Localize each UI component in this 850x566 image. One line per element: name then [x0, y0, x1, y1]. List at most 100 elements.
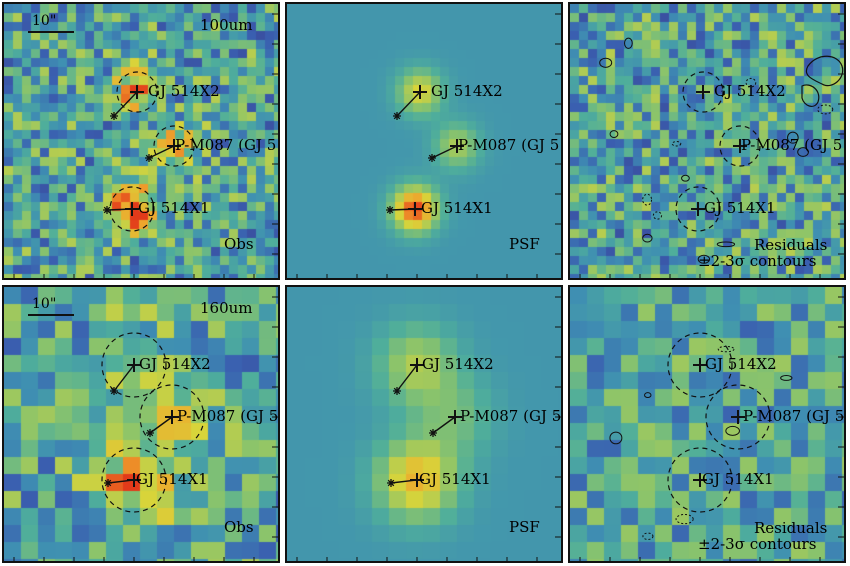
source-cross-marker — [733, 139, 747, 153]
source-name-label: GJ 514X2 — [422, 355, 494, 373]
source-cross-marker — [165, 410, 179, 424]
panel-100um-psf: GJ 514X2 P-M087 (GJ 514) GJ 514X1 PSF — [285, 2, 563, 280]
residual-contour — [681, 174, 690, 182]
image-map — [4, 4, 278, 278]
star-marker — [429, 429, 437, 437]
source-cross-marker — [127, 358, 141, 372]
source-aperture-circle — [667, 332, 733, 398]
source-cross-marker — [125, 202, 139, 216]
star-marker — [386, 206, 394, 214]
residual-contour — [780, 375, 793, 381]
image-map — [570, 4, 844, 278]
source-name-label: P-M087 (GJ 514) — [175, 136, 278, 154]
panel-type-label: PSF — [509, 235, 540, 253]
image-map — [287, 287, 561, 561]
contour-level-label: ±2-3σ contours — [698, 535, 817, 553]
residual-contour — [609, 431, 623, 445]
residual-contour — [642, 532, 654, 541]
star-marker — [428, 154, 436, 162]
source-cross-marker — [413, 85, 427, 99]
panel-overlay — [296, 13, 561, 278]
source-aperture-circle — [109, 186, 155, 232]
wavelength-band-label: 100um — [200, 16, 253, 34]
scale-bar-label: 10" — [32, 296, 57, 312]
star-marker — [393, 112, 401, 120]
source-name-label: GJ 514X1 — [419, 470, 491, 488]
source-name-label: GJ 514X2 — [139, 355, 211, 373]
wavelength-band-label: 160um — [200, 299, 253, 317]
panel-160um-psf: GJ 514X2 P-M087 (GJ 514) GJ 514X1 PSF — [285, 285, 563, 563]
panel-type-label: Residuals — [754, 236, 828, 254]
panel-100um-res: GJ 514X2 P-M087 (GJ 514) GJ 514X1 Residuals… — [568, 2, 846, 280]
scale-bar-label: 10" — [32, 13, 57, 29]
panel-overlay — [579, 13, 844, 278]
residual-contour — [599, 57, 613, 68]
source-name-label: P-M087 (GJ 514) — [741, 136, 844, 154]
star-marker — [104, 479, 112, 487]
residual-contour — [671, 141, 682, 147]
residual-contour — [642, 233, 653, 243]
source-name-label: P-M087 (GJ 514) — [743, 407, 845, 425]
residual-contour — [644, 392, 652, 399]
source-name-label: GJ 514X1 — [702, 470, 774, 488]
proper-motion-line — [113, 91, 138, 117]
proper-motion-line — [431, 145, 458, 159]
source-aperture-circle — [116, 71, 158, 113]
proper-motion-line — [396, 364, 418, 392]
star-marker — [145, 154, 153, 162]
residual-contour — [716, 241, 736, 248]
panel-type-label: Residuals — [754, 519, 828, 537]
source-aperture-circle — [705, 384, 771, 450]
source-cross-marker — [696, 85, 710, 99]
panel-type-label: Obs — [224, 518, 254, 536]
residual-contour — [697, 254, 711, 264]
proper-motion-line — [149, 416, 173, 434]
source-cross-marker — [450, 139, 464, 153]
residual-contour — [624, 37, 633, 49]
proper-motion-line — [396, 91, 421, 117]
panel-overlay — [13, 13, 278, 278]
residual-contour — [725, 425, 740, 436]
source-cross-marker — [693, 358, 707, 372]
source-cross-marker — [410, 358, 424, 372]
star-marker — [110, 112, 118, 120]
source-cross-marker — [693, 473, 707, 487]
residual-contour — [642, 193, 653, 206]
panel-overlay — [13, 296, 278, 561]
source-aperture-circle — [153, 125, 195, 167]
source-cross-marker — [731, 410, 745, 424]
source-cross-marker — [167, 139, 181, 153]
star-marker — [103, 206, 111, 214]
source-cross-marker — [130, 85, 144, 99]
source-cross-marker — [691, 202, 705, 216]
source-name-label: GJ 514X2 — [714, 82, 786, 100]
residual-contour — [801, 84, 820, 107]
panel-100um-obs: GJ 514X2 P-M087 (GJ 514) GJ 514X1 10" 100um O… — [2, 2, 280, 280]
source-name-label: P-M087 (GJ 514) — [177, 407, 279, 425]
star-marker — [393, 387, 401, 395]
panel-160um-obs: GJ 514X2 P-M087 (GJ 514) GJ 514X1 10" 160um O… — [2, 285, 280, 563]
source-name-label: GJ 514X1 — [138, 199, 210, 217]
source-name-label: P-M087 (GJ 514) — [460, 407, 562, 425]
source-name-label: GJ 514X2 — [705, 355, 777, 373]
residual-contour — [717, 345, 735, 353]
source-cross-marker — [410, 473, 424, 487]
residual-contour — [797, 147, 809, 157]
residual-contour — [609, 130, 619, 138]
contour-level-label: ±2-3σ contours — [698, 252, 817, 270]
panel-overlay — [579, 296, 844, 561]
source-aperture-circle — [139, 384, 205, 450]
source-aperture-circle — [682, 71, 724, 113]
panel-overlay — [296, 296, 561, 561]
residual-contour — [787, 131, 799, 144]
residual-contour — [817, 104, 834, 115]
image-map — [287, 4, 561, 278]
residual-contour — [675, 513, 694, 525]
panel-160um-res: GJ 514X2 P-M087 (GJ 514) GJ 514X1 Residuals… — [568, 285, 846, 563]
star-marker — [110, 387, 118, 395]
source-aperture-circle — [101, 332, 167, 398]
residual-contour — [745, 77, 757, 88]
source-cross-marker — [448, 410, 462, 424]
source-name-label: GJ 514X1 — [136, 470, 208, 488]
source-name-label: GJ 514X2 — [148, 82, 220, 100]
